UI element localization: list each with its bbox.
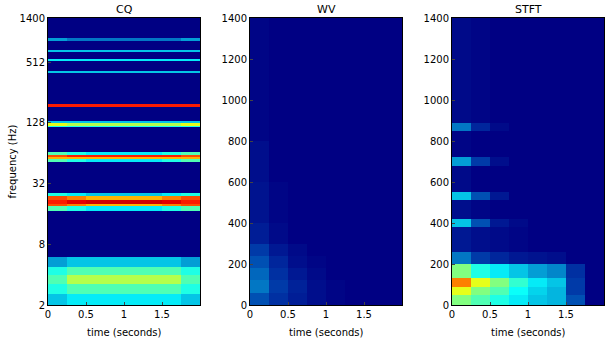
svg-text:400: 400 <box>430 218 449 229</box>
svg-text:0: 0 <box>241 300 247 311</box>
svg-text:2: 2 <box>39 300 45 311</box>
svg-text:1400: 1400 <box>222 13 247 24</box>
svg-text:800: 800 <box>228 136 247 147</box>
svg-text:1: 1 <box>121 309 127 320</box>
svg-text:200: 200 <box>430 259 449 270</box>
svg-text:1200: 1200 <box>222 54 247 65</box>
svg-text:32: 32 <box>32 178 45 189</box>
svg-text:1.5: 1.5 <box>356 309 372 320</box>
svg-text:600: 600 <box>228 177 247 188</box>
svg-text:time (seconds): time (seconds) <box>491 327 566 338</box>
svg-text:time (seconds): time (seconds) <box>87 327 162 338</box>
svg-text:1200: 1200 <box>424 54 449 65</box>
svg-text:1000: 1000 <box>222 95 247 106</box>
svg-text:1.5: 1.5 <box>558 309 574 320</box>
svg-text:frequency (Hz): frequency (Hz) <box>7 124 18 198</box>
svg-text:WV: WV <box>317 3 336 16</box>
svg-text:1: 1 <box>525 309 531 320</box>
svg-text:600: 600 <box>430 177 449 188</box>
svg-text:1.5: 1.5 <box>154 309 170 320</box>
svg-text:128: 128 <box>26 117 45 128</box>
svg-text:0: 0 <box>247 309 253 320</box>
svg-text:0: 0 <box>449 309 455 320</box>
svg-text:800: 800 <box>430 136 449 147</box>
svg-text:0.5: 0.5 <box>280 309 296 320</box>
svg-text:200: 200 <box>228 259 247 270</box>
svg-text:1400: 1400 <box>20 13 45 24</box>
svg-text:1: 1 <box>323 309 329 320</box>
svg-text:0: 0 <box>45 309 51 320</box>
svg-text:512: 512 <box>26 57 45 68</box>
svg-text:STFT: STFT <box>515 3 542 16</box>
svg-text:time (seconds): time (seconds) <box>289 327 364 338</box>
svg-text:1400: 1400 <box>424 13 449 24</box>
svg-text:8: 8 <box>39 239 45 250</box>
svg-text:CQ: CQ <box>116 3 133 16</box>
svg-text:0.5: 0.5 <box>482 309 498 320</box>
svg-text:1000: 1000 <box>424 95 449 106</box>
svg-text:0: 0 <box>443 300 449 311</box>
svg-text:400: 400 <box>228 218 247 229</box>
svg-text:0.5: 0.5 <box>78 309 94 320</box>
